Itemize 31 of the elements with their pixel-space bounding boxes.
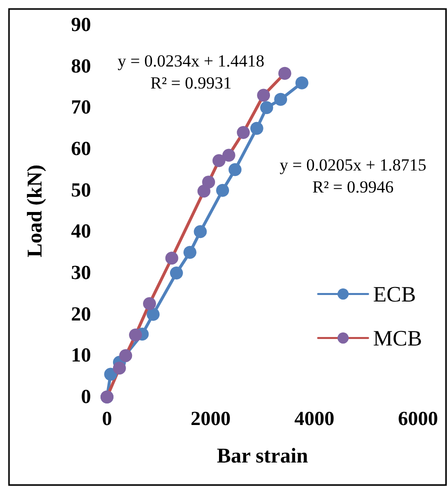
point [228,163,242,176]
y-tick-label: 20 [71,303,91,326]
legend-label: MCB [373,326,422,350]
y-tick-label: 40 [71,220,91,243]
point [260,101,274,114]
y-tick-label: 0 [81,386,91,408]
y-tick-label: 30 [71,262,91,284]
point [194,225,207,238]
y-tick-label: 90 [71,14,91,36]
point [170,266,183,280]
x-tick-label: 2000 [190,408,231,430]
y-tick-label: 80 [71,55,91,78]
x-tick-label: 4000 [294,408,334,430]
y-tick-label: 10 [71,344,91,367]
y-axis-title: Load (kN) [22,164,46,258]
y-tick-label: 60 [71,138,91,160]
point [216,184,230,197]
x-axis-title: Bar strain [216,444,308,468]
point [146,308,160,321]
point [295,76,308,90]
y-tick-label: 50 [71,179,91,202]
point [183,246,196,259]
point [104,368,118,381]
annotation: y = 0.0234x + 1.4418 R² = 0.9931 [118,52,264,92]
annotation: y = 0.0205x + 1.8715 R² = 0.9946 [280,156,426,196]
x-tick-label: 0 [102,408,112,430]
x-tick-label: 6000 [398,408,438,430]
point [250,122,264,135]
y-tick-label: 70 [71,96,91,119]
point [274,92,288,106]
legend-label: ECB [373,282,416,306]
